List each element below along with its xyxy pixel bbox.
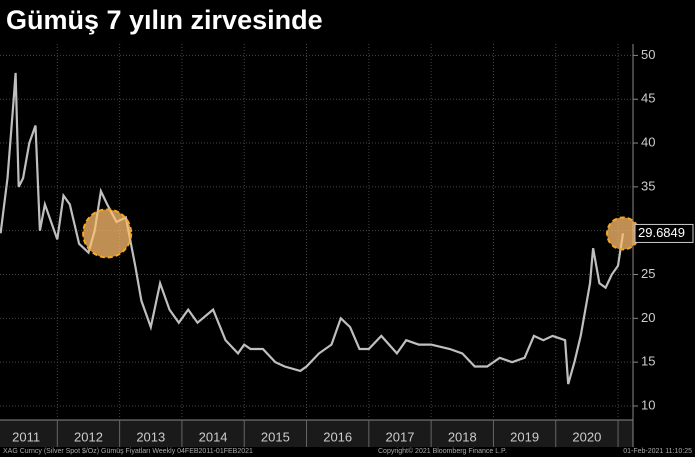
x-tick-label: 2017 [386, 429, 415, 444]
source: XAG Curncy (Silver Spot $/Oz) Gümüş Fiya… [3, 448, 253, 455]
timestamp: 01-Feb-2021 11:10:25 [623, 448, 692, 455]
copyright: Copyright© 2021 Bloomberg Finance L.P. [378, 447, 507, 455]
y-tick-label: 35 [641, 178, 655, 193]
y-tick-label: 20 [641, 310, 655, 325]
price-line [0, 72, 625, 385]
y-tick-label: 15 [641, 354, 655, 369]
x-tick-label: 2012 [74, 429, 103, 444]
highlight-circle [82, 208, 133, 259]
x-tick-label: 2020 [572, 429, 601, 444]
last-value-box [634, 223, 694, 243]
x-tick-label: 2018 [448, 429, 477, 444]
x-tick-label: 2011 [12, 429, 40, 444]
y-tick-label: 50 [641, 47, 655, 62]
y-tick-label: 10 [641, 397, 655, 412]
x-tick-label: 2013 [136, 429, 165, 444]
last-value-label: 29.6849 [638, 225, 685, 240]
y-tick-label: 25 [641, 266, 655, 281]
y-tick-label: 45 [641, 91, 655, 106]
y-tick-label: 40 [641, 134, 655, 149]
x-tick-label: 2019 [510, 429, 539, 444]
chart-title: Gümüş 7 yılın zirvesinde [6, 5, 323, 35]
x-tick-label: 2016 [323, 429, 352, 444]
x-tick-label: 2015 [261, 429, 290, 444]
x-tick-label: 2014 [199, 429, 228, 444]
highlight-circle [606, 216, 641, 251]
x-axis-band [0, 420, 633, 447]
